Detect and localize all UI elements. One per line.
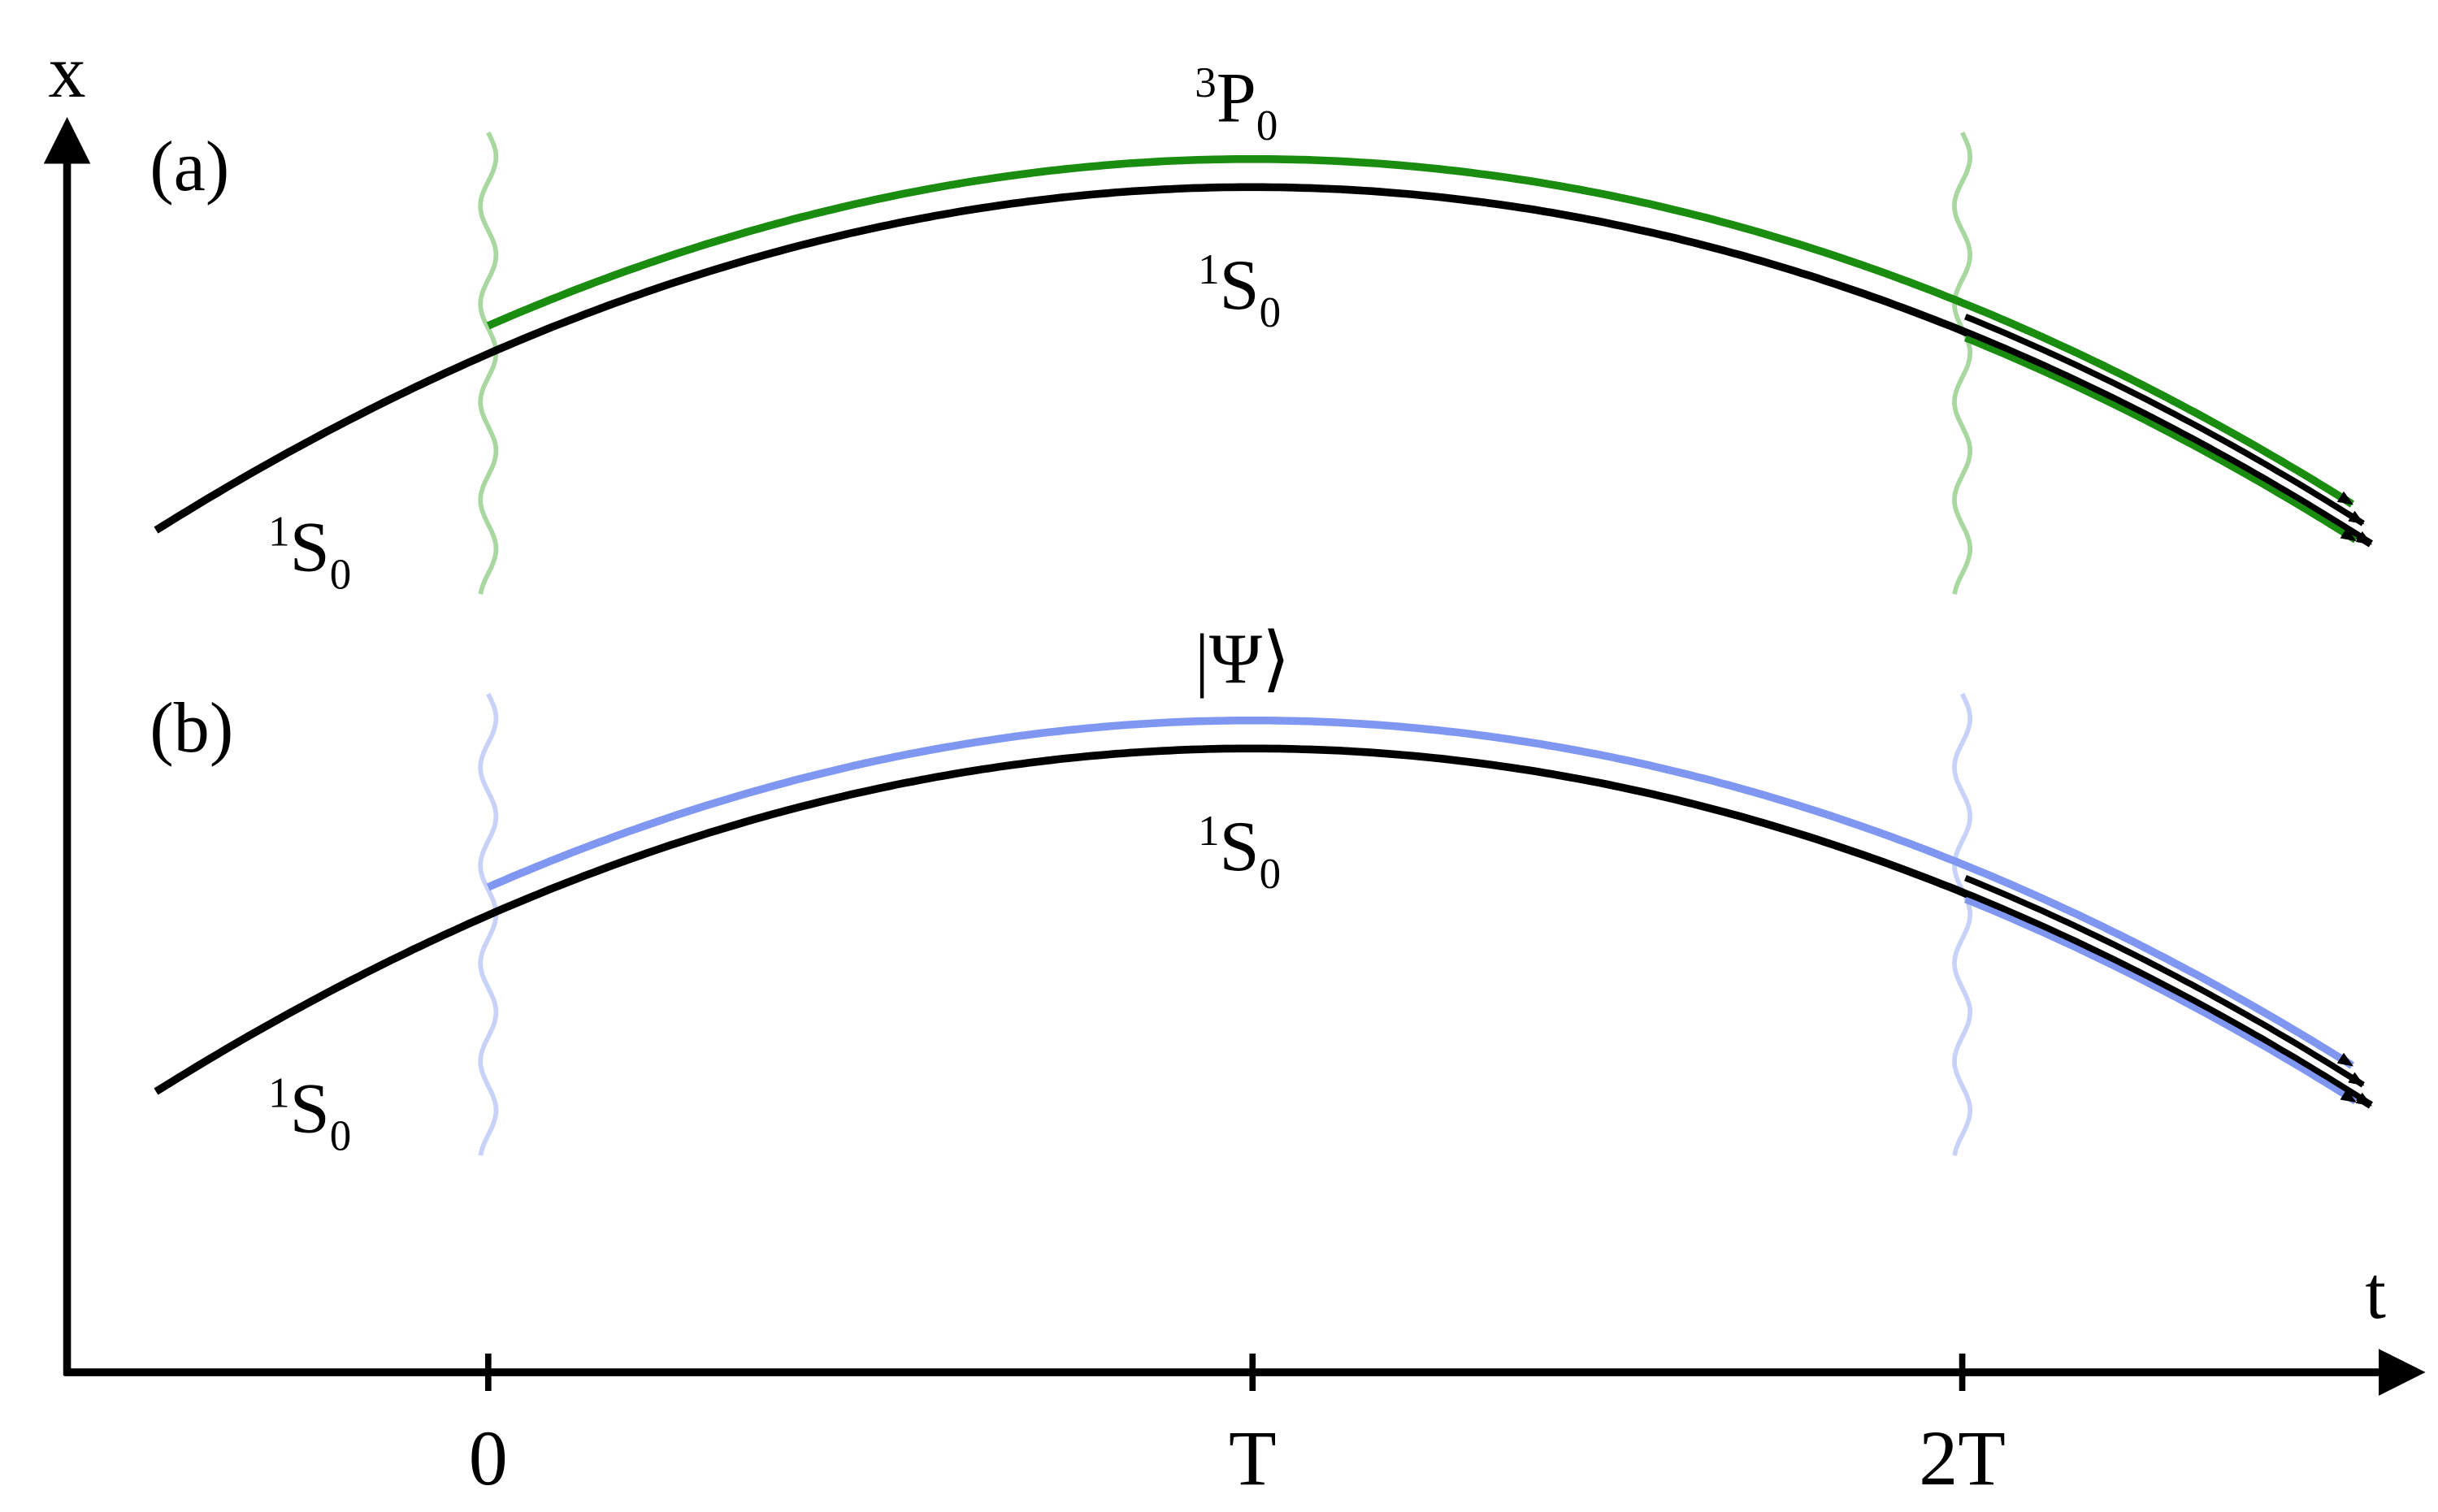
lower-trajectory bbox=[154, 183, 2373, 548]
state-label: 1S0 bbox=[1198, 807, 1281, 898]
laser-pulse bbox=[478, 692, 499, 1156]
split-trajectory bbox=[1963, 335, 2358, 544]
state-label: |Ψ⟩ bbox=[1195, 620, 1290, 700]
axis-label: t bbox=[2365, 1251, 2386, 1334]
subscript: 0 bbox=[1260, 289, 1281, 336]
axis-arrow bbox=[2379, 1349, 2426, 1396]
axis-label: x bbox=[49, 30, 86, 113]
axis-arrow bbox=[43, 116, 91, 164]
superscript: 1 bbox=[1198, 808, 1219, 855]
state-label: 1S0 bbox=[268, 1068, 351, 1159]
laser-pulse bbox=[1952, 131, 1973, 595]
laser-pulse bbox=[1952, 692, 1973, 1156]
lower-trajectory bbox=[154, 744, 2373, 1109]
upper-trajectory bbox=[486, 154, 2354, 508]
state-symbol: S bbox=[290, 1068, 330, 1148]
state-label: 3P0 bbox=[1195, 58, 1278, 149]
superscript: 1 bbox=[1198, 246, 1219, 293]
superscript: 1 bbox=[268, 1070, 289, 1117]
state-symbol: S bbox=[290, 507, 330, 587]
split-trajectory bbox=[1963, 314, 2365, 526]
tick-label: 2T bbox=[1919, 1415, 2006, 1501]
subscript: 0 bbox=[330, 1113, 351, 1160]
state-symbol: P bbox=[1217, 58, 1256, 138]
subscript: 0 bbox=[330, 552, 351, 599]
subscript: 0 bbox=[1256, 102, 1278, 149]
split-trajectory bbox=[1963, 875, 2365, 1088]
state-symbol: S bbox=[1220, 807, 1260, 886]
tick-label: T bbox=[1229, 1415, 1277, 1501]
upper-trajectory bbox=[486, 716, 2354, 1069]
subscript: 0 bbox=[1260, 851, 1281, 898]
superscript: 3 bbox=[1195, 59, 1216, 106]
laser-pulse bbox=[478, 131, 499, 595]
split-trajectory bbox=[1963, 896, 2358, 1105]
tick-label: 0 bbox=[469, 1415, 508, 1501]
state-label: 1S0 bbox=[268, 507, 351, 598]
panel-label: (a) bbox=[150, 127, 229, 206]
state-symbol: |Ψ⟩ bbox=[1195, 620, 1290, 700]
state-symbol: S bbox=[1220, 245, 1260, 325]
panel-label: (b) bbox=[150, 688, 233, 768]
state-label: 1S0 bbox=[1198, 245, 1281, 336]
superscript: 1 bbox=[268, 509, 289, 556]
